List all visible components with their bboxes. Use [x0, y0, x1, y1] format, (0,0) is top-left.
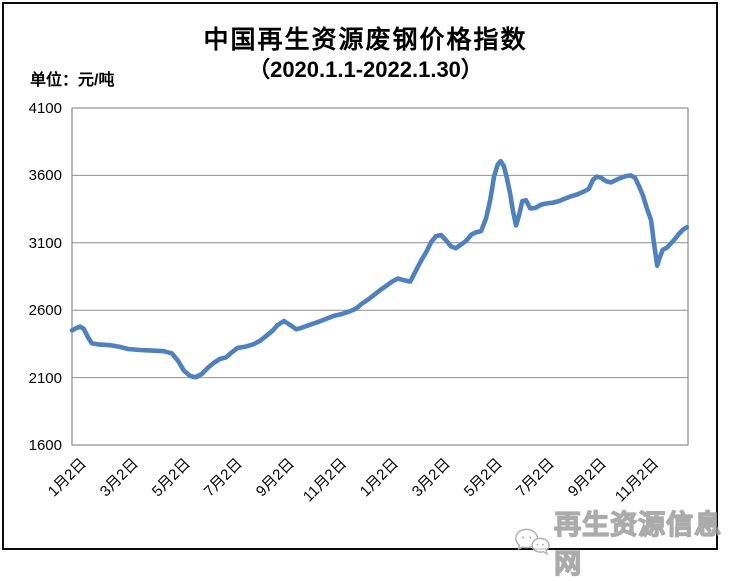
chat-bubbles-icon — [515, 528, 550, 556]
unit-label: 单位：元/吨 — [30, 72, 115, 89]
watermark-label: 再生资源信息网 — [553, 509, 723, 579]
y-axis-label: 2600 — [28, 302, 62, 320]
y-axis-label: 3100 — [28, 234, 62, 252]
chart-frame — [2, 2, 718, 550]
plot-area — [69, 107, 690, 446]
price-line — [69, 158, 690, 380]
page-title: 中国再生资源废钢价格指数 — [203, 26, 528, 54]
plot-border — [71, 107, 689, 446]
y-axis-label: 2100 — [28, 369, 62, 387]
y-axis-label: 1600 — [28, 437, 62, 454]
y-axis-label: 4100 — [28, 100, 62, 117]
page-subtitle: （2020.1.1-2022.1.30） — [248, 57, 483, 82]
watermark: 再生资源信息网 — [514, 503, 731, 581]
y-axis-label: 3600 — [28, 167, 62, 185]
